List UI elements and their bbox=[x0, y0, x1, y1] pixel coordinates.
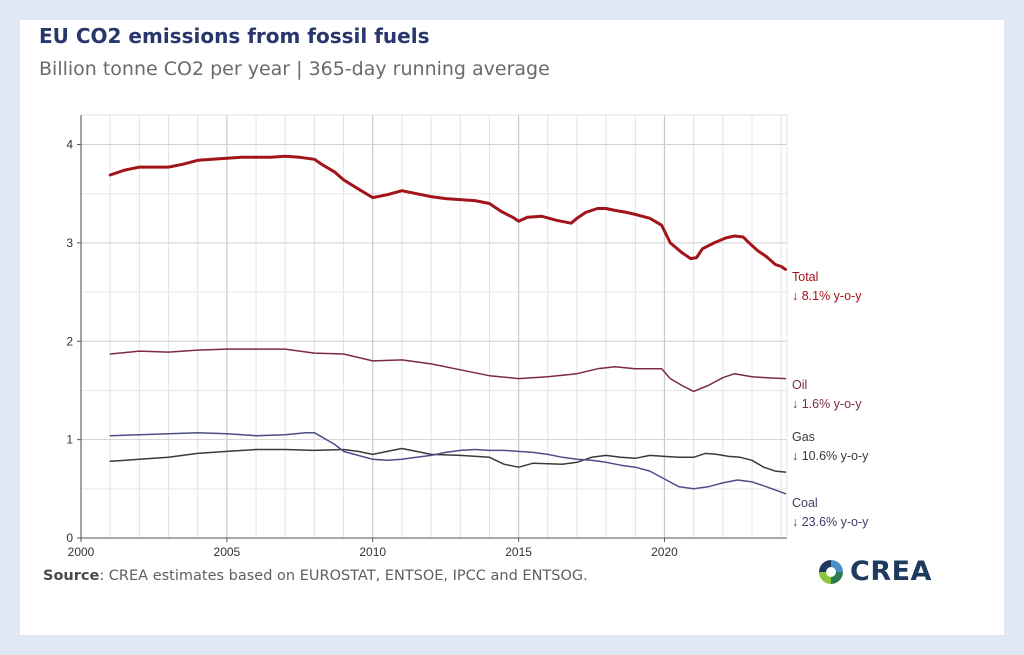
crea-logo: CREA bbox=[818, 556, 932, 587]
y-tick-label: 4 bbox=[66, 138, 73, 152]
series-change-oil: ↓ 1.6% y-o-y bbox=[792, 397, 862, 411]
chart-subtitle: Billion tonne CO2 per year | 365-day run… bbox=[39, 58, 550, 80]
series-line-coal bbox=[109, 431, 787, 495]
major-gridlines bbox=[80, 115, 787, 538]
crea-logo-text: CREA bbox=[850, 556, 932, 587]
series-line-total bbox=[108, 154, 787, 271]
series-line-oil bbox=[109, 348, 787, 393]
source-note: Source: CREA estimates based on EUROSTAT… bbox=[43, 568, 588, 584]
series-change-gas: ↓ 10.6% y-o-y bbox=[792, 449, 869, 463]
series-label-gas: Gas bbox=[792, 430, 815, 444]
y-tick-label: 3 bbox=[66, 236, 73, 250]
series-change-total: ↓ 8.1% y-o-y bbox=[792, 289, 862, 303]
series-change-coal: ↓ 23.6% y-o-y bbox=[792, 515, 869, 529]
tick-labels: 0 1 2 3 4 2000 2005 2010 2015 2020 bbox=[66, 138, 678, 559]
x-tick-label: 2005 bbox=[214, 545, 241, 559]
crea-logo-icon bbox=[819, 559, 843, 584]
series-line-gas bbox=[109, 447, 787, 473]
x-tick-label: 2020 bbox=[651, 545, 678, 559]
source-label: Source bbox=[43, 568, 100, 584]
x-tick-label: 2010 bbox=[359, 545, 386, 559]
series-label-oil: Oil bbox=[792, 378, 807, 392]
y-tick-label: 0 bbox=[66, 531, 73, 545]
series-label-total: Total bbox=[792, 270, 818, 284]
chart-card bbox=[20, 20, 1004, 635]
minor-gridlines bbox=[81, 115, 787, 538]
series-lines bbox=[108, 154, 787, 495]
axes bbox=[77, 114, 788, 542]
source-text: : CREA estimates based on EUROSTAT, ENTS… bbox=[99, 568, 588, 584]
x-tick-label: 2000 bbox=[68, 545, 95, 559]
y-tick-label: 1 bbox=[66, 433, 73, 447]
series-labels: Total ↓ 8.1% y-o-y Oil ↓ 1.6% y-o-y Gas ↓ 10.… bbox=[792, 270, 869, 529]
chart-title: EU CO2 emissions from fossil fuels bbox=[39, 24, 430, 48]
y-tick-label: 2 bbox=[66, 334, 73, 348]
series-label-coal: Coal bbox=[792, 496, 818, 510]
x-tick-label: 2015 bbox=[505, 545, 532, 559]
